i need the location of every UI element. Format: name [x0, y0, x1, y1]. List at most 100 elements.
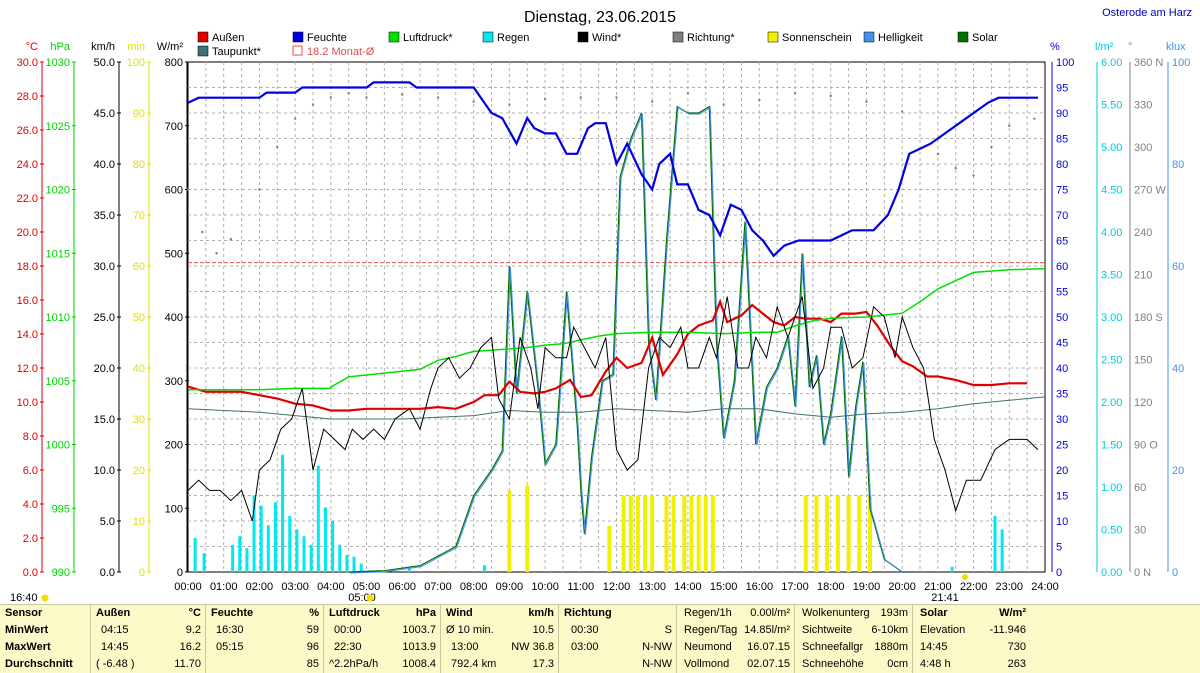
rain-bar: [352, 556, 356, 572]
solar-avg-value: 263: [1007, 658, 1026, 670]
rain-bar: [323, 507, 327, 572]
x-tick-label: 04:00: [317, 581, 345, 593]
cloud-base-label: Wolkenunterg: [802, 607, 870, 619]
sunshine-duration: 4:48 h: [920, 658, 951, 670]
x-tick-label: 09:00: [496, 581, 524, 593]
sunset-label: 21:41: [931, 592, 959, 604]
legend-swatch-3: [482, 31, 494, 43]
right-axis-tick: 90: [1056, 108, 1068, 120]
rain-bar: [1000, 529, 1004, 572]
x-tick-label: 18:00: [817, 581, 845, 593]
rain-bar: [202, 553, 206, 572]
rain-day-value: 14.85l/m²: [744, 624, 790, 636]
monthly-avg-label: 18.2 Monat-Ø: [307, 46, 375, 58]
legend-swatch-8: [957, 31, 969, 43]
rain-bar: [950, 566, 954, 572]
chart-title: Dienstag, 23.06.2015: [524, 9, 676, 26]
left-axis-tick: 12.0: [17, 363, 38, 375]
left-axis-tick: 600: [165, 185, 183, 197]
snowline-value: 1880m: [874, 641, 908, 653]
left-axis-tick: 6.0: [23, 465, 38, 477]
col-aussen: Außen °C 04:15 9.2 14:45 16.2 ( -6.48 ) …: [90, 605, 206, 673]
left-axis-tick: 24.0: [17, 159, 38, 171]
sunshine-bar: [689, 495, 694, 572]
right-axis-tick: 10: [1056, 516, 1068, 528]
right-axis-tick: 30: [1056, 414, 1068, 426]
solar-elevation-value: -11.946: [989, 624, 1027, 636]
aussen-min-time: 04:15: [101, 624, 129, 636]
current-time-label: 16:40: [10, 592, 38, 604]
sunshine-bar: [621, 495, 626, 572]
feuchte-avg-value: 85: [306, 658, 319, 670]
sun-marker-icon: [41, 594, 49, 602]
sunshine-bar: [682, 495, 687, 572]
left-axis-tick: 1030: [46, 57, 70, 69]
left-axis-tick: 500: [165, 248, 183, 260]
right-axis-tick: 4.50: [1101, 185, 1122, 197]
wind-direction-dot: [829, 94, 832, 98]
legend-swatch-6: [767, 31, 779, 43]
legend-label-0: Außen: [212, 32, 244, 44]
col-wind: Wind km/h Ø 10 min. 10.5 13:00 NW 36.8 7…: [440, 605, 559, 673]
right-axis-tick: 40: [1056, 363, 1068, 375]
col-richtung: Richtung 00:30 S 03:00 N-NW N-NW: [558, 605, 677, 673]
x-tick-label: 15:00: [710, 581, 738, 593]
x-tick-label: 12:00: [603, 581, 631, 593]
x-tick-label: 20:00: [888, 581, 916, 593]
right-axis-tick: 180 S: [1134, 312, 1163, 324]
rain-bar: [316, 465, 320, 572]
x-tick-label: 01:00: [210, 581, 238, 593]
left-axis-tick: 26.0: [17, 125, 38, 137]
right-axis-unit-3: klux: [1166, 41, 1186, 53]
sunshine-bar: [671, 495, 676, 572]
legend-label-9: Taupunkt*: [212, 46, 262, 58]
wind-direction-dot: [365, 96, 368, 99]
left-axis-tick: 40: [133, 363, 145, 375]
left-axis-tick: 20.0: [17, 227, 38, 239]
series-wind-line: [187, 296, 1039, 522]
richtung-min-time: 00:30: [571, 624, 599, 636]
x-tick-label: 13:00: [638, 581, 666, 593]
x-tick-label: 11:00: [567, 581, 594, 593]
solar-max-time: 14:45: [920, 641, 948, 653]
right-axis-tick: 85: [1056, 134, 1068, 146]
wind-direction-dot: [936, 152, 940, 156]
sunshine-bar: [635, 495, 640, 572]
left-axis-tick: 0.0: [23, 567, 38, 579]
series-feuchte-line: [187, 81, 1038, 258]
wind-direction-dot: [990, 145, 993, 149]
wind-direction-dot: [311, 103, 315, 106]
snowline-label: Schneefallgr: [802, 641, 864, 653]
left-axis-tick: 60: [133, 261, 145, 273]
rain-bar: [288, 515, 292, 572]
legend-label-5: Richtung*: [687, 32, 735, 44]
aussen-min-value: 9.2: [185, 624, 201, 636]
row-max-label: MaxWert: [5, 641, 51, 653]
sunrise-icon: [366, 594, 374, 602]
aussen-avg-note: ( -6.48 ): [96, 658, 135, 670]
left-axis-tick: 1010: [46, 312, 70, 324]
rain-bar: [993, 515, 997, 572]
rain-day-label: Regen/Tag: [684, 624, 738, 636]
sunshine-bar: [814, 495, 819, 572]
x-tick-label: 03:00: [281, 581, 309, 593]
right-axis-tick: 25: [1056, 440, 1068, 452]
right-axis-tick: 2.50: [1101, 355, 1122, 367]
sunshine-bar: [846, 495, 851, 572]
right-axis-unit-2: °: [1128, 41, 1132, 53]
wind-distance: 792.4 km: [451, 658, 497, 670]
wind-avg10-label: Ø 10 min.: [446, 624, 494, 636]
right-axis-tick: 60: [1172, 261, 1184, 273]
feuchte-header: Feuchte: [211, 607, 254, 619]
rain-bar: [407, 567, 411, 572]
left-axis-tick: 1020: [46, 185, 70, 197]
wind-direction-dot: [972, 174, 975, 177]
wind-direction-dot: [329, 96, 333, 99]
right-axis-tick: 150: [1134, 355, 1152, 367]
left-axis-tick: 200: [165, 440, 183, 452]
wind-direction-dot: [436, 96, 440, 99]
monthly-avg-swatch: [292, 45, 303, 56]
left-axis-tick: 100: [165, 503, 183, 515]
right-axis-tick: 50: [1056, 312, 1068, 324]
